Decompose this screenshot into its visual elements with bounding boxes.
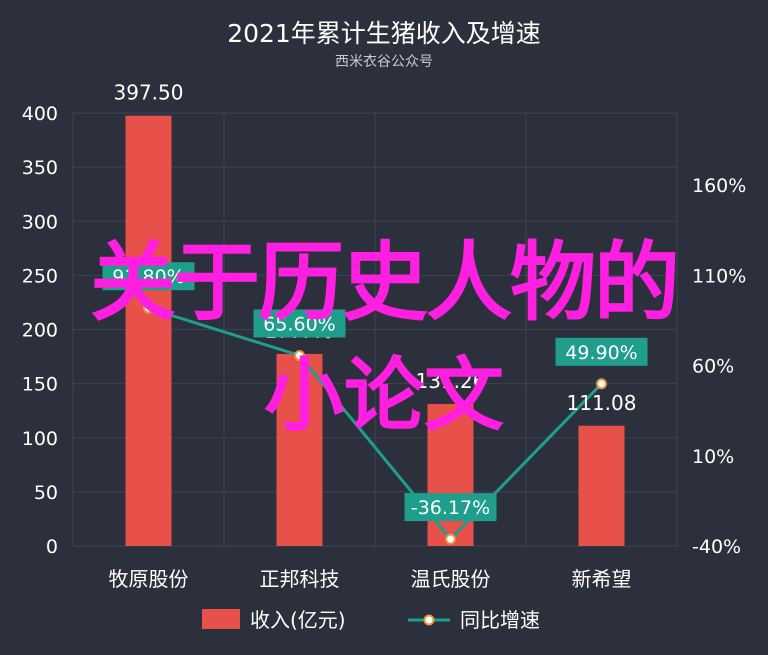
y-left-tick-label: 250 — [22, 265, 58, 287]
y-left-tick-label: 100 — [22, 428, 58, 450]
line-point[interactable] — [596, 378, 607, 390]
line-value-label: 91.80% — [112, 266, 184, 288]
x-tick-label: 牧原股份 — [109, 567, 189, 591]
bar[interactable] — [276, 353, 323, 546]
bar[interactable] — [578, 425, 625, 546]
y-right-tick-label: 160% — [692, 175, 746, 197]
axes: 0 50 100 150 200 250 300 350 400 -40% 10% 60% 110% 16… — [22, 103, 747, 591]
line-value-label: -36.17% — [411, 497, 490, 519]
legend-bar-label[interactable]: 收入(亿元) — [250, 608, 346, 632]
bar-value-label: 397.50 — [114, 81, 184, 105]
y-right-tick-label: 110% — [692, 265, 746, 287]
line-value-label: 49.90% — [565, 342, 637, 364]
chart-title: 2021年累计生猪收入及增速 — [227, 19, 541, 48]
line-path — [148, 306, 603, 542]
legend-line-label[interactable]: 同比增速 — [460, 608, 540, 632]
y-left-tick-label: 400 — [22, 103, 58, 125]
legend-bar-swatch[interactable] — [202, 609, 240, 629]
bar[interactable] — [427, 403, 474, 546]
y-left-tick-label: 50 — [34, 482, 58, 504]
y-right-tick-label: 60% — [692, 356, 734, 378]
x-tick-label: 正邦科技 — [260, 567, 340, 591]
legend[interactable]: 收入(亿元) 同比增速 — [202, 608, 540, 632]
chart-subtitle: 西米衣谷公众号 — [335, 54, 433, 70]
bar-value-label: 111.08 — [567, 391, 637, 415]
line-value-badge — [555, 337, 648, 366]
y-left-tick-label: 150 — [22, 374, 58, 396]
grid — [72, 112, 678, 547]
line-value-badge — [253, 309, 346, 338]
line-point[interactable] — [445, 533, 456, 545]
line-value-badge — [102, 262, 195, 291]
y-left-tick-label: 200 — [22, 320, 58, 342]
line-value-label: 65.60% — [263, 313, 335, 335]
data-labels: 397.50177.40131.26111.0891.80%65.60%-36.… — [102, 81, 648, 522]
legend-line-marker — [423, 614, 435, 626]
bar-value-label: 131.26 — [416, 369, 486, 393]
y-right-tick-label: -40% — [692, 536, 741, 558]
y-right-tick-label: 10% — [692, 446, 734, 468]
y-left-tick-label: 350 — [22, 157, 58, 179]
y-left-tick-label: 300 — [22, 211, 58, 233]
bar[interactable] — [125, 115, 172, 547]
line-value-badge — [404, 493, 497, 522]
line-point[interactable] — [294, 349, 305, 361]
line-point[interactable] — [143, 302, 154, 314]
line-series — [143, 302, 607, 545]
x-tick-label: 新希望 — [572, 567, 632, 591]
x-tick-label: 温氏股份 — [411, 567, 491, 591]
bar-series — [125, 115, 625, 547]
y-left-tick-label: 0 — [46, 536, 58, 558]
